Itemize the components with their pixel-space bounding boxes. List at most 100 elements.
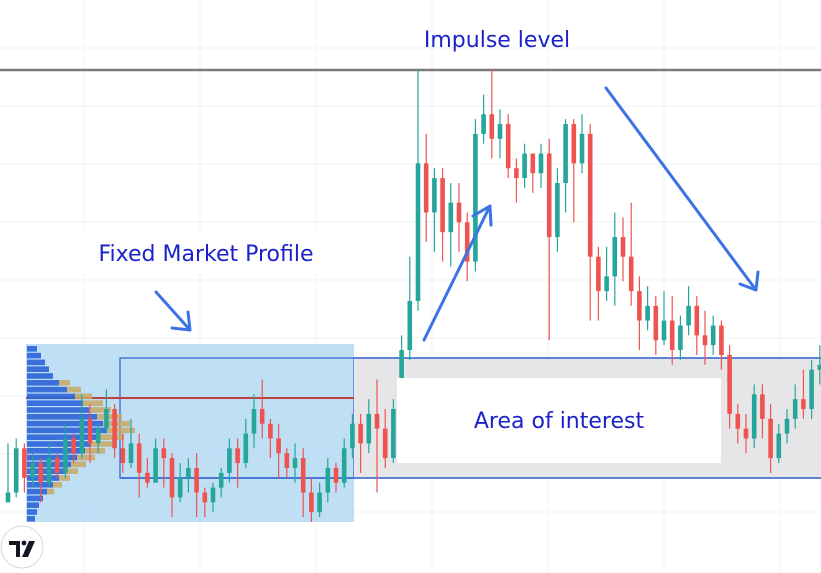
- candle-body: [505, 124, 511, 169]
- candle-body: [497, 124, 503, 139]
- candle-body: [678, 325, 683, 351]
- candle-body: [30, 463, 35, 478]
- candle-body: [251, 409, 257, 434]
- candle-body: [169, 458, 175, 498]
- candle-body: [161, 448, 167, 459]
- candle-body: [210, 487, 216, 503]
- candle-body: [325, 467, 331, 493]
- candle-body: [702, 335, 708, 346]
- candle-body: [751, 394, 757, 439]
- candle-body: [309, 492, 314, 513]
- candle-body: [300, 458, 306, 493]
- candle-body: [530, 153, 536, 174]
- annotation-arrows: [154, 86, 760, 342]
- candle-body: [407, 300, 413, 351]
- candle-body: [735, 413, 741, 429]
- profile-bar-sell: [53, 482, 62, 488]
- candle-body: [628, 256, 634, 292]
- profile-bar-sell: [91, 441, 113, 447]
- fixed-market-profile-label: Fixed Market Profile: [98, 242, 313, 267]
- profile-bar: [27, 346, 37, 352]
- candle-body: [440, 178, 445, 233]
- candlestick-series: [5, 70, 821, 522]
- arrow-to-profile: [154, 290, 192, 332]
- candle-body: [284, 453, 290, 468]
- candle-body: [292, 458, 298, 468]
- candle-body: [637, 291, 642, 321]
- candle-body: [489, 114, 495, 139]
- profile-bar: [27, 414, 97, 420]
- candle-body: [760, 394, 765, 419]
- candle-body: [317, 492, 322, 513]
- profile-bar-sell: [71, 461, 86, 468]
- candle-body: [268, 423, 273, 439]
- candle-body: [153, 448, 158, 483]
- area-of-interest-label: Area of interest: [474, 409, 645, 434]
- arrow-impulse-up: [422, 204, 493, 342]
- candle-body: [259, 409, 265, 424]
- candle-body: [382, 428, 388, 459]
- candle-body: [817, 364, 821, 370]
- candle-body: [719, 325, 724, 355]
- profile-bar: [27, 454, 77, 461]
- candle-body: [227, 448, 232, 473]
- candle-body: [120, 448, 126, 464]
- profile-bar: [27, 448, 85, 454]
- candle-body: [563, 124, 568, 183]
- profile-bar: [27, 366, 49, 372]
- candle-body: [538, 153, 544, 174]
- candle-body: [784, 418, 790, 434]
- candle-body: [464, 222, 470, 262]
- candle-body: [235, 448, 240, 464]
- candle-body: [587, 133, 593, 257]
- profile-bar-sell: [97, 414, 122, 420]
- candle-body: [79, 418, 85, 454]
- candle-body: [341, 448, 347, 483]
- candle-body: [653, 305, 659, 341]
- candle-body: [350, 423, 355, 449]
- profile-bar: [27, 420, 103, 427]
- candle-body: [423, 163, 429, 213]
- profile-bar: [27, 516, 35, 522]
- profile-bar-sell: [77, 454, 95, 461]
- profile-bar-sell: [107, 427, 135, 434]
- candle-body: [432, 178, 437, 213]
- candle-body: [71, 438, 76, 454]
- candle-body: [481, 114, 486, 134]
- candle-body: [366, 413, 372, 444]
- fixed-market-profile-label-box: [18, 230, 318, 274]
- profile-bar-sell: [83, 400, 103, 406]
- candle-body: [218, 472, 224, 488]
- candle-body: [22, 448, 27, 478]
- candle-body: [194, 467, 199, 493]
- candle-body: [177, 477, 183, 498]
- profile-bar-sell: [99, 434, 124, 440]
- candle-body: [63, 438, 68, 473]
- profile-bar: [27, 468, 65, 474]
- candle-body: [809, 369, 814, 409]
- candle-body: [448, 202, 454, 233]
- profile-bar: [27, 509, 37, 515]
- candle-body: [612, 237, 618, 277]
- profile-bar: [27, 359, 45, 366]
- candle-body: [374, 413, 380, 429]
- candle-body: [473, 133, 478, 262]
- area-of-interest-label-box: [397, 378, 721, 463]
- profile-bar: [27, 386, 67, 393]
- profile-bar: [27, 352, 41, 359]
- tradingview-logo: [0, 525, 44, 569]
- profile-bar: [27, 495, 43, 502]
- candle-body: [54, 458, 60, 473]
- profile-bar-sell: [85, 448, 105, 454]
- candle-body: [727, 354, 732, 414]
- candle-body: [104, 409, 109, 429]
- candle-body: [136, 443, 142, 473]
- candle-body: [710, 325, 716, 346]
- candle-body: [38, 463, 44, 483]
- profile-bar-sell: [59, 380, 70, 386]
- profile-bar: [27, 502, 39, 508]
- candle-body: [596, 256, 601, 292]
- profile-bar-sell: [75, 393, 92, 400]
- profile-bar-sell: [89, 407, 111, 413]
- impulse-level-label: Impulse level: [424, 28, 570, 53]
